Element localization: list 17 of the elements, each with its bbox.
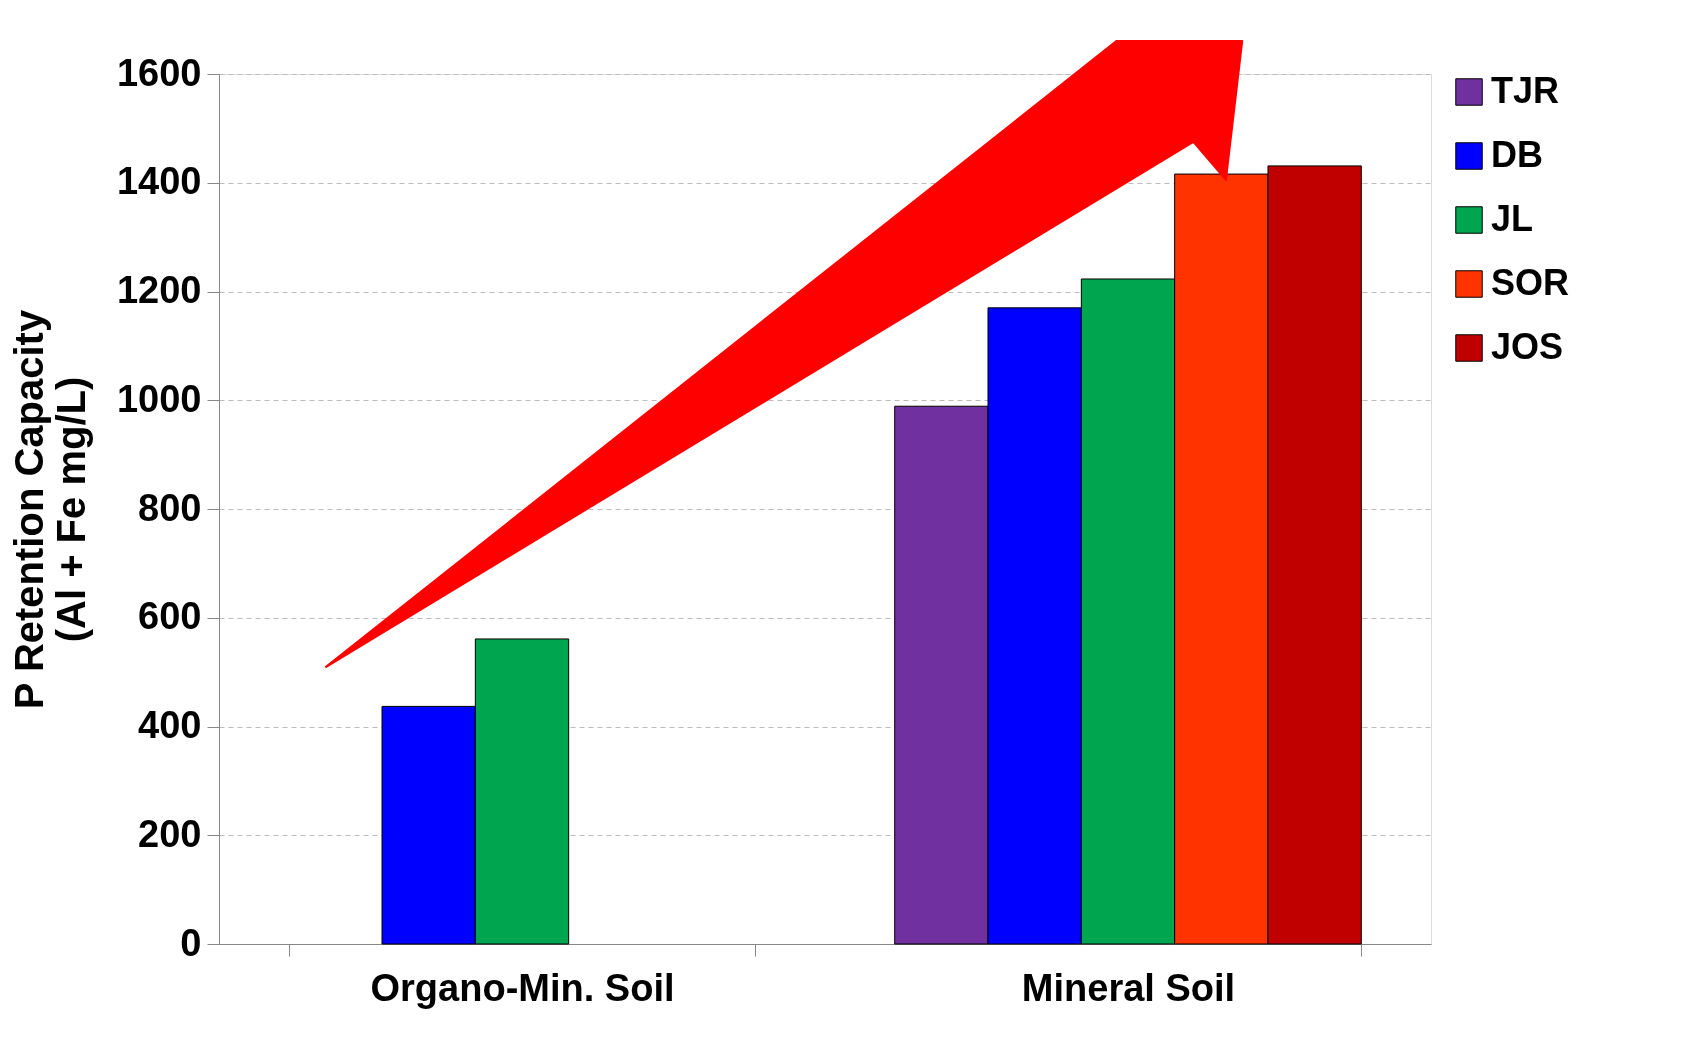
y-tick-label: 0 (180, 921, 202, 964)
y-axis-title: P Retention Capacity (Al + Fe mg/L) (6, 309, 93, 710)
y-tick-label: 1600 (116, 51, 202, 94)
y-tick-label: 200 (138, 812, 202, 855)
y-tick-label: 600 (138, 595, 202, 638)
y-tick-label: 1200 (116, 269, 202, 311)
y-tick-label: 400 (138, 704, 202, 746)
legend-label: SOR (1491, 262, 1570, 303)
x-tick-label: Mineral Soil (1021, 966, 1236, 1009)
y-tick-label: 1000 (116, 377, 202, 420)
y-tick-label: 800 (138, 486, 202, 529)
legend-label: JL (1491, 198, 1534, 239)
legend-label: TJR (1491, 70, 1560, 111)
x-tick-label: Organo-Min. Soil (370, 966, 675, 1009)
legend-label: JOS (1491, 326, 1564, 367)
y-tick-label: 1400 (116, 160, 202, 203)
legend-label: DB (1491, 134, 1543, 175)
